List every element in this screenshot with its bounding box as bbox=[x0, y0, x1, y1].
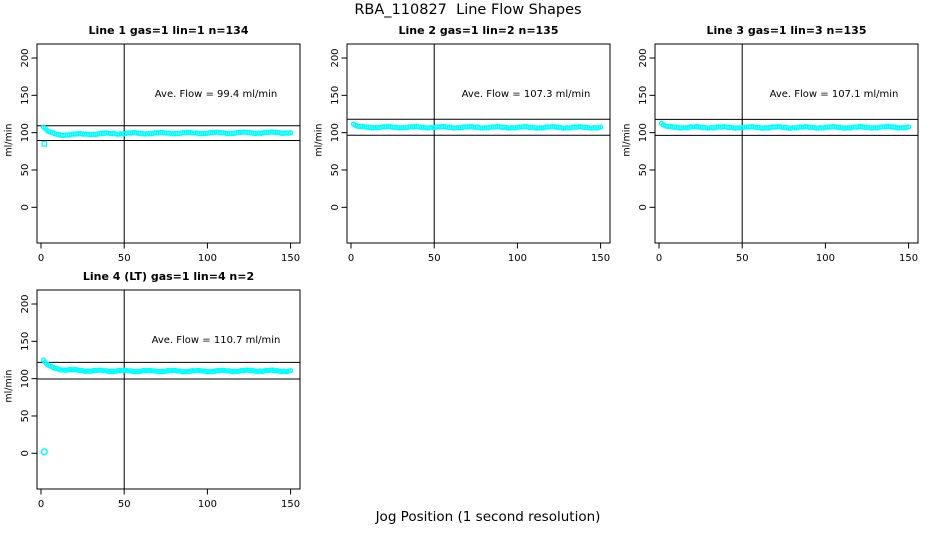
y-tick-label: 100 bbox=[638, 123, 649, 142]
y-tick-label: 200 bbox=[20, 294, 31, 313]
x-tick-label: 0 bbox=[38, 499, 44, 510]
ave-flow-annotation: Ave. Flow = 107.3 ml/min bbox=[462, 89, 591, 100]
y-axis-title: ml/min bbox=[314, 124, 325, 157]
x-tick-label: 50 bbox=[118, 499, 131, 510]
y-tick-label: 100 bbox=[330, 123, 341, 142]
y-tick-label: 150 bbox=[330, 86, 341, 105]
flow-point bbox=[905, 124, 912, 130]
y-tick-label: 150 bbox=[638, 86, 649, 105]
outlier-point-circle bbox=[40, 448, 48, 456]
chart-main-title: RBA_110827 Line Flow Shapes bbox=[354, 2, 582, 18]
x-tick-label: 150 bbox=[281, 253, 300, 264]
y-tick-label: 100 bbox=[20, 123, 31, 142]
chart-x-axis-label: Jog Position (1 second resolution) bbox=[375, 509, 601, 525]
flow-panel-4: 0 50 100 150 0 50 100 150 200 ml/min Line 4 (LT) g… bbox=[4, 270, 301, 510]
flow-point bbox=[597, 124, 604, 130]
plot-box bbox=[346, 43, 611, 244]
y-axis-title: ml/min bbox=[4, 370, 15, 403]
plot-box bbox=[36, 43, 301, 244]
outlier-point-square bbox=[41, 140, 48, 147]
plot-box bbox=[36, 289, 301, 490]
flow-point-band bbox=[40, 124, 294, 139]
x-tick-label: 50 bbox=[428, 253, 441, 264]
x-tick-label: 150 bbox=[281, 499, 300, 510]
y-tick-label: 150 bbox=[20, 332, 31, 351]
panel-title: Line 2 gas=1 lin=2 n=135 bbox=[398, 24, 558, 37]
y-tick-label: 0 bbox=[330, 204, 341, 210]
y-tick-label: 200 bbox=[330, 48, 341, 67]
flow-panel-1: 0 50 100 150 0 50 100 150 200 ml/min Line 1 gas=1 … bbox=[4, 24, 301, 264]
y-tick-label: 50 bbox=[20, 164, 31, 177]
y-axis-title: ml/min bbox=[4, 124, 15, 157]
panel-title: Line 1 gas=1 lin=1 n=134 bbox=[88, 24, 248, 37]
x-tick-label: 150 bbox=[591, 253, 610, 264]
x-tick-label: 100 bbox=[198, 499, 217, 510]
panel-title: Line 3 gas=1 lin=3 n=135 bbox=[706, 24, 866, 37]
y-tick-label: 200 bbox=[20, 48, 31, 67]
flow-panel-2: 0 50 100 150 0 50 100 150 200 ml/min Line 2 gas=1 … bbox=[314, 24, 611, 264]
flow-point-band bbox=[658, 120, 912, 131]
y-tick-label: 200 bbox=[638, 48, 649, 67]
y-tick-label: 0 bbox=[638, 204, 649, 210]
y-tick-label: 100 bbox=[20, 369, 31, 388]
ave-flow-annotation: Ave. Flow = 107.1 ml/min bbox=[770, 89, 899, 100]
flow-panel-3: 0 50 100 150 0 50 100 150 200 ml/min Line 3 gas=1 … bbox=[622, 24, 919, 264]
x-tick-label: 100 bbox=[816, 253, 835, 264]
x-tick-label: 50 bbox=[736, 253, 749, 264]
ave-flow-annotation: Ave. Flow = 99.4 ml/min bbox=[155, 89, 277, 100]
y-tick-label: 0 bbox=[20, 204, 31, 210]
ave-flow-annotation: Ave. Flow = 110.7 ml/min bbox=[152, 335, 281, 346]
flow-point-band bbox=[40, 357, 294, 375]
x-tick-label: 0 bbox=[656, 253, 662, 264]
x-tick-label: 150 bbox=[899, 253, 918, 264]
y-tick-label: 50 bbox=[20, 410, 31, 423]
x-tick-label: 0 bbox=[38, 253, 44, 264]
x-tick-label: 100 bbox=[198, 253, 217, 264]
flow-point bbox=[287, 130, 294, 136]
y-tick-label: 0 bbox=[20, 450, 31, 456]
x-tick-label: 0 bbox=[348, 253, 354, 264]
flow-point-band bbox=[350, 121, 604, 131]
flow-point bbox=[287, 367, 294, 374]
y-tick-label: 150 bbox=[20, 86, 31, 105]
panel-title: Line 4 (LT) gas=1 lin=4 n=2 bbox=[83, 270, 254, 283]
y-axis-title: ml/min bbox=[622, 124, 633, 157]
y-tick-label: 50 bbox=[330, 164, 341, 177]
y-tick-label: 50 bbox=[638, 164, 649, 177]
x-tick-label: 50 bbox=[118, 253, 131, 264]
plot-box bbox=[654, 43, 919, 244]
x-tick-label: 100 bbox=[508, 253, 527, 264]
